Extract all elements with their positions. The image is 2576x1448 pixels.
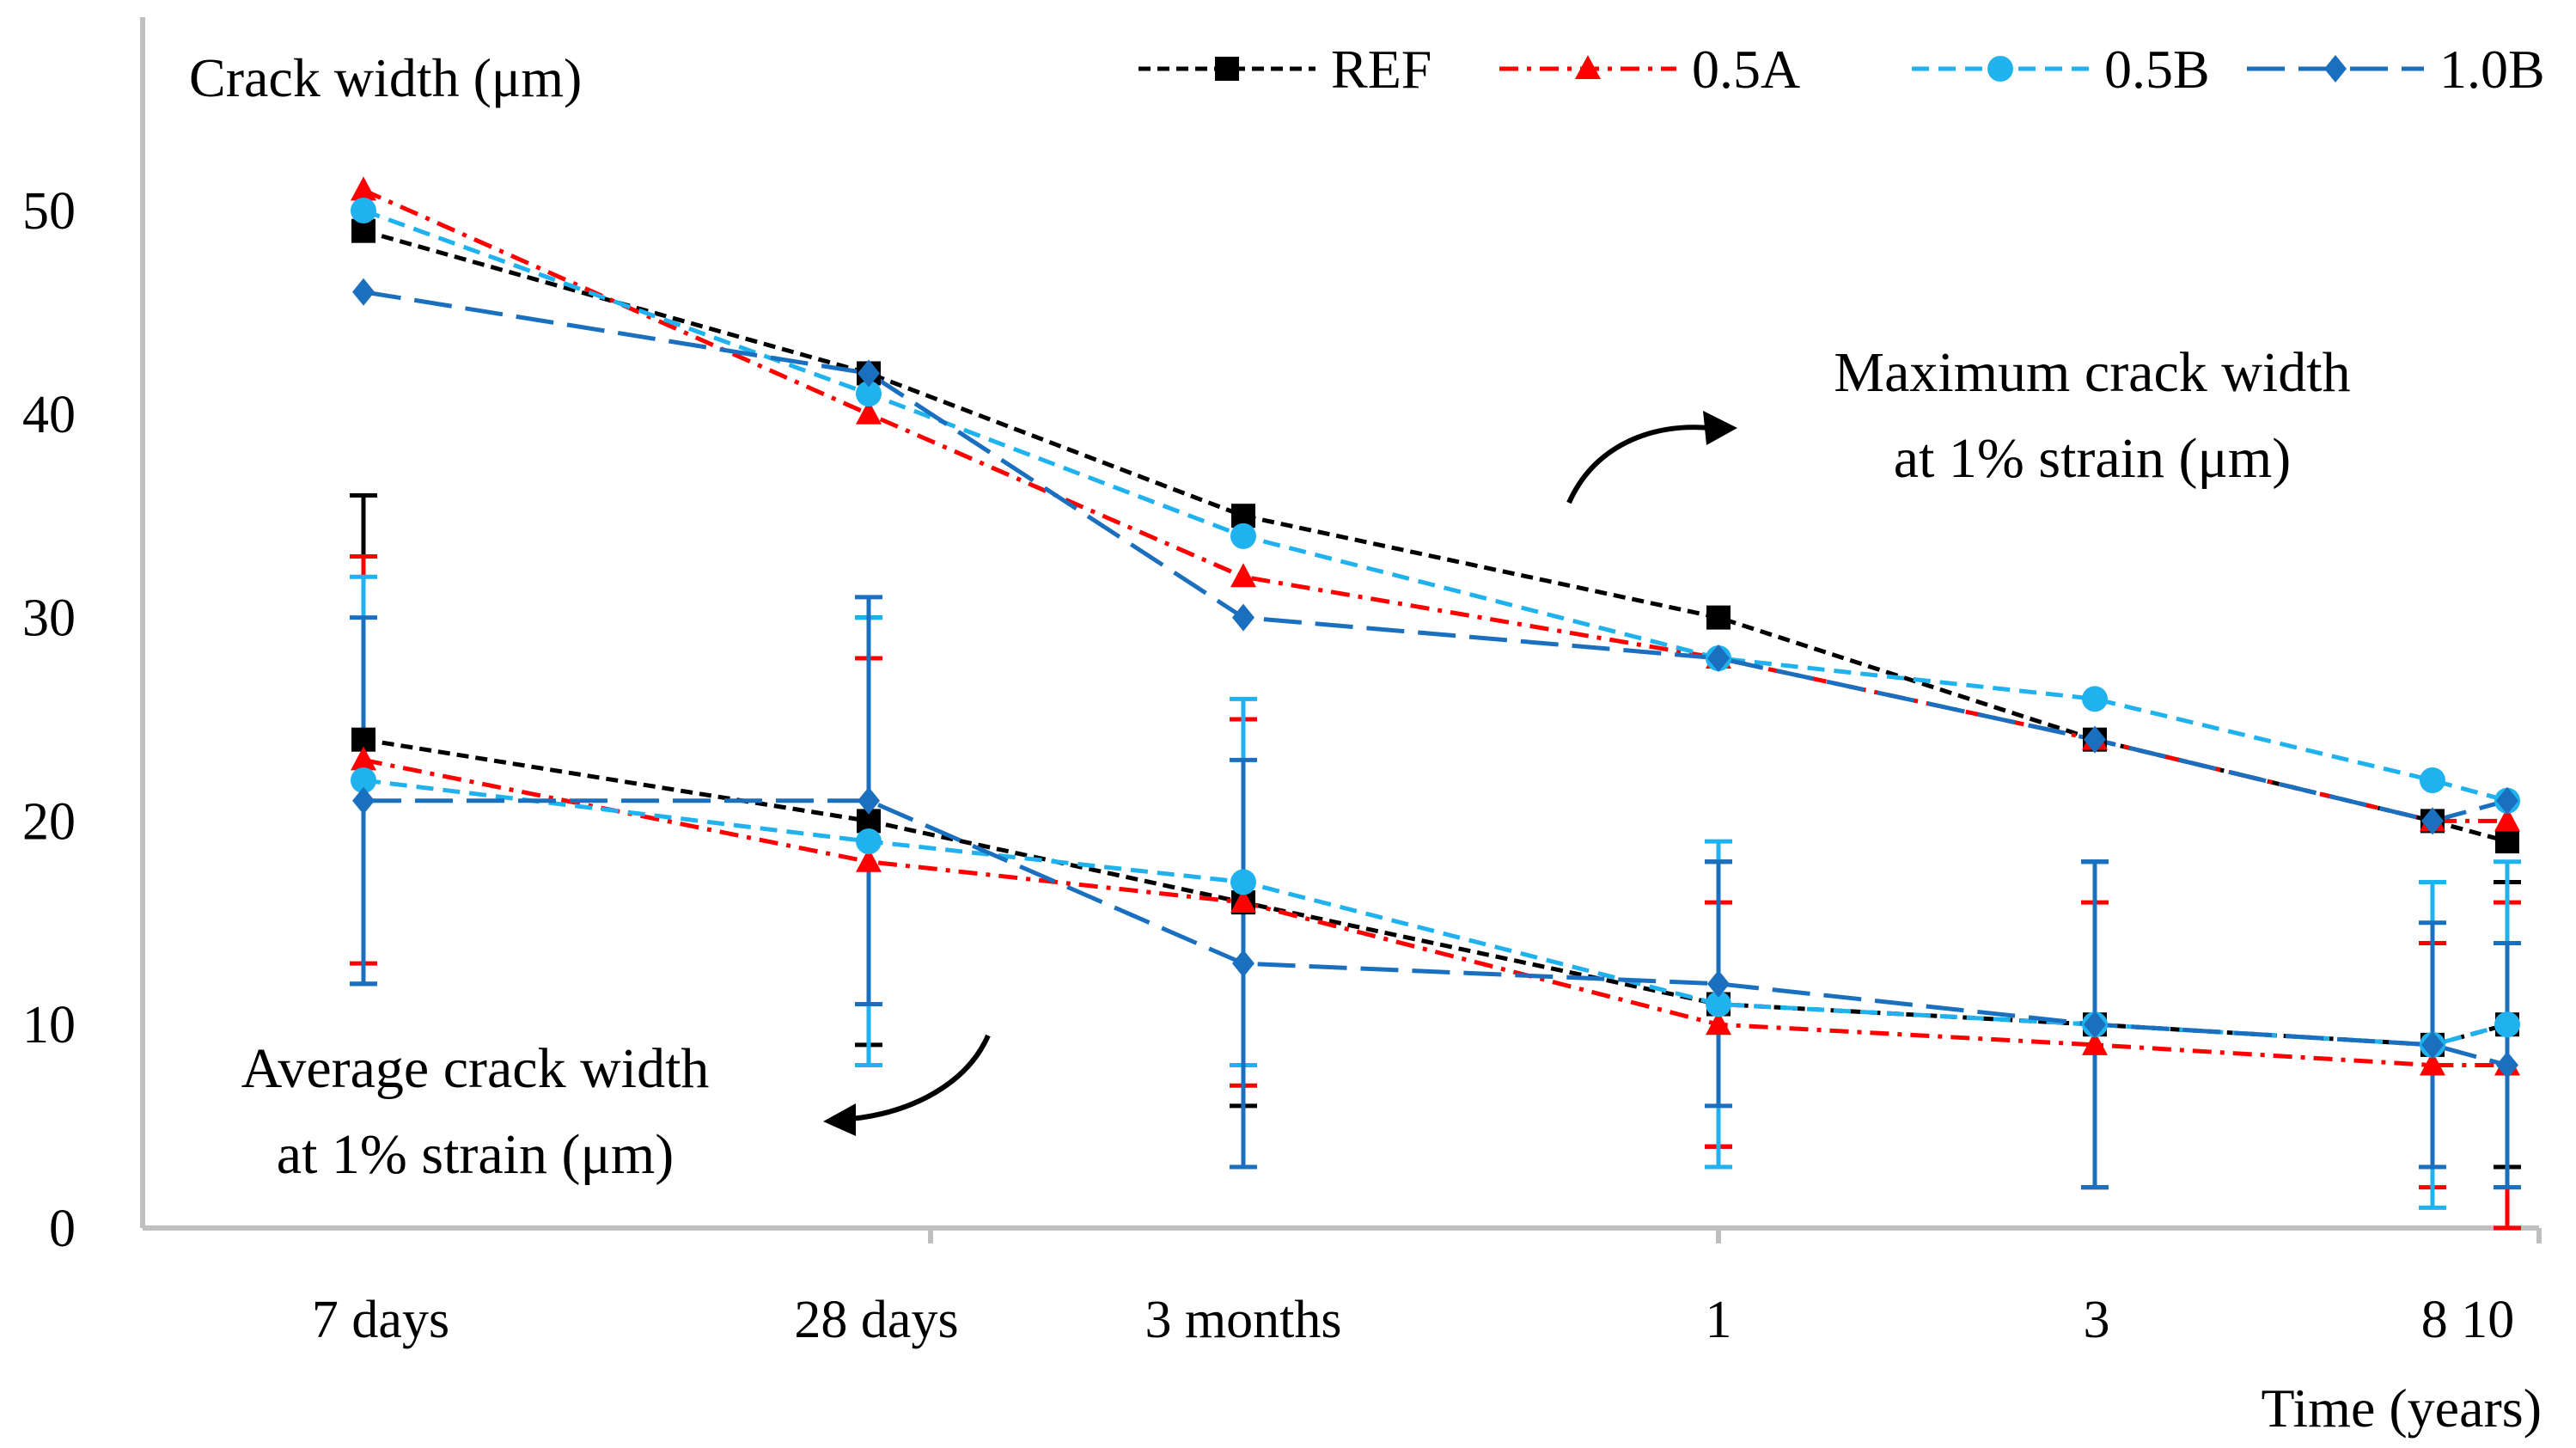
legend-marker-05a: [1575, 55, 1601, 79]
line-average-ref: [363, 737, 2508, 1048]
series-lines: [362, 188, 2508, 1068]
error-bars: [350, 493, 2521, 1231]
x-tick-label: 7 days: [312, 1291, 449, 1349]
marker-maximum-10b: [2084, 725, 2106, 754]
x-tick-label: 1: [1706, 1291, 1732, 1349]
max-annotation-line-1: Maximum crack width: [1834, 341, 2350, 404]
marker-maximum-10b: [858, 359, 880, 388]
max-annotation: Maximum crack width at 1% strain (μm): [1566, 341, 2351, 504]
legend-label-05a: 0.5A: [1692, 39, 1800, 100]
axes: [140, 17, 2542, 1243]
line-maximum-05b: [363, 208, 2508, 803]
marker-maximum-05b: [856, 381, 882, 407]
marker-maximum-10b: [1707, 644, 1730, 672]
marker-average-05a: [2082, 1030, 2108, 1055]
marker-average-10b: [352, 786, 375, 815]
marker-average-05b: [1230, 869, 1256, 895]
y-tick-label: 0: [49, 1200, 76, 1258]
marker-average-05a: [351, 746, 376, 771]
marker-maximum-05b: [1230, 522, 1256, 549]
marker-average-10b: [2496, 1051, 2518, 1079]
marker-maximum-10b: [352, 278, 375, 306]
marker-maximum-10b: [2496, 786, 2518, 815]
x-tick-label: 3: [2084, 1291, 2110, 1349]
marker-maximum-05a: [1230, 563, 1256, 588]
line-maximum-ref: [363, 229, 2508, 844]
line-average-05a: [363, 757, 2507, 1068]
x-tick-labels: 7 days 28 days 3 months 1 3 8 10: [312, 1291, 2514, 1349]
y-axis-title: Crack width (μm): [189, 47, 582, 108]
avg-annotation-line-1: Average crack width: [241, 1037, 710, 1100]
legend: REF 0.5A 0.5B 1.0B: [1138, 39, 2545, 100]
line-maximum-05a: [362, 188, 2507, 823]
marker-average-10b: [2421, 1030, 2444, 1059]
legend-label-10b: 1.0B: [2439, 39, 2545, 100]
avg-annotation-line-2: at 1% strain (μm): [277, 1123, 674, 1186]
marker-average-05a: [856, 847, 882, 872]
y-tick-label: 30: [22, 590, 76, 648]
x-axis-title: Time (years): [2262, 1378, 2542, 1439]
y-tick-labels: 0 10 20 30 40 50: [22, 182, 76, 1258]
marker-maximum-05b: [2420, 767, 2445, 794]
marker-average-05b: [2494, 1011, 2520, 1038]
marker-maximum-10b: [2421, 807, 2444, 835]
legend-marker-10b: [2324, 55, 2347, 82]
legend-marker-05b: [1987, 56, 2013, 82]
y-tick-label: 50: [22, 182, 76, 241]
marker-average-05b: [351, 767, 376, 794]
y-tick-label: 10: [22, 996, 76, 1054]
marker-average-10b: [858, 786, 880, 815]
marker-average-10b: [1232, 950, 1254, 978]
legend-label-05b: 0.5B: [2104, 39, 2210, 100]
marker-average-10b: [1707, 969, 1730, 998]
avg-annotation: Average crack width at 1% strain (μm): [241, 1034, 991, 1186]
x-tick-label: 28 days: [794, 1291, 958, 1349]
x-tick-label: 3 months: [1145, 1291, 1341, 1349]
series-markers: [351, 176, 2520, 1079]
avg-annotation-arrow: [850, 1034, 991, 1121]
line-average-05b: [363, 778, 2508, 1048]
marker-average-05b: [856, 828, 882, 855]
max-annotation-line-2: at 1% strain (μm): [1894, 427, 2291, 490]
marker-average-05b: [1706, 991, 1731, 1017]
marker-maximum-ref: [1706, 605, 1731, 630]
y-tick-label: 40: [22, 386, 76, 444]
y-tick-label: 20: [22, 792, 76, 851]
marker-average-05a: [1706, 1011, 1731, 1036]
marker-maximum-05a: [2494, 807, 2520, 832]
legend-label-ref: REF: [1331, 39, 1431, 100]
max-annotation-arrowhead: [1703, 411, 1737, 445]
marker-maximum-05a: [351, 176, 376, 201]
marker-maximum-05b: [2082, 686, 2108, 712]
marker-maximum-ref: [2495, 829, 2519, 854]
line-average-10b: [363, 798, 2508, 1067]
marker-maximum-05a: [856, 400, 882, 425]
avg-annotation-arrowhead: [823, 1103, 856, 1136]
legend-marker-ref: [1215, 57, 1239, 81]
x-tick-label: 8 10: [2421, 1291, 2515, 1349]
marker-average-05a: [1230, 889, 1256, 913]
marker-maximum-10b: [1232, 603, 1254, 632]
max-annotation-arrow: [1566, 425, 1711, 504]
marker-maximum-05b: [351, 198, 376, 223]
marker-average-05a: [2420, 1051, 2445, 1076]
marker-average-10b: [2084, 1011, 2106, 1039]
